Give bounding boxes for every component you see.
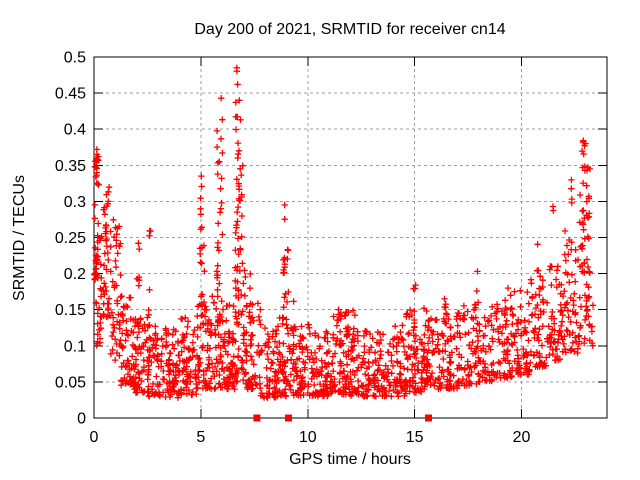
y-axis-label: SRMTID / TECUs xyxy=(11,175,28,301)
x-tick-label: 0 xyxy=(90,429,99,446)
srmtid-data-points xyxy=(91,64,597,401)
y-tick-label: 0.5 xyxy=(64,50,86,67)
y-tick-label: 0.15 xyxy=(55,302,86,319)
x-axis-label: GPS time / hours xyxy=(289,451,411,468)
x-tick-label: 20 xyxy=(513,429,531,446)
y-tick-label: 0.35 xyxy=(55,158,86,175)
y-tick-label: 0.4 xyxy=(64,122,86,139)
flagged-time-square xyxy=(285,414,293,422)
tick-labels: 0 5 10 15 20 0 0.05 0.1 0.15 0.2 0.25 0.3 0.35 0.4 0.4… xyxy=(55,50,531,447)
y-tick-label: 0.1 xyxy=(64,338,86,355)
x-tick-label: 5 xyxy=(196,429,205,446)
y-tick-label: 0.25 xyxy=(55,230,86,247)
y-tick-label: 0.3 xyxy=(64,194,86,211)
y-tick-label: 0.05 xyxy=(55,374,86,391)
y-tick-label: 0.45 xyxy=(55,86,86,103)
flagged-time-square xyxy=(253,414,261,422)
chart-title: Day 200 of 2021, SRMTID for receiver cn1… xyxy=(194,21,505,38)
y-tick-label: 0 xyxy=(77,411,86,428)
flagged-time-square xyxy=(425,414,433,422)
x-tick-label: 10 xyxy=(299,429,317,446)
flagged-time-markers xyxy=(253,414,433,422)
y-tick-label: 0.2 xyxy=(64,266,86,283)
x-tick-label: 15 xyxy=(406,429,424,446)
plot-border xyxy=(93,56,608,419)
